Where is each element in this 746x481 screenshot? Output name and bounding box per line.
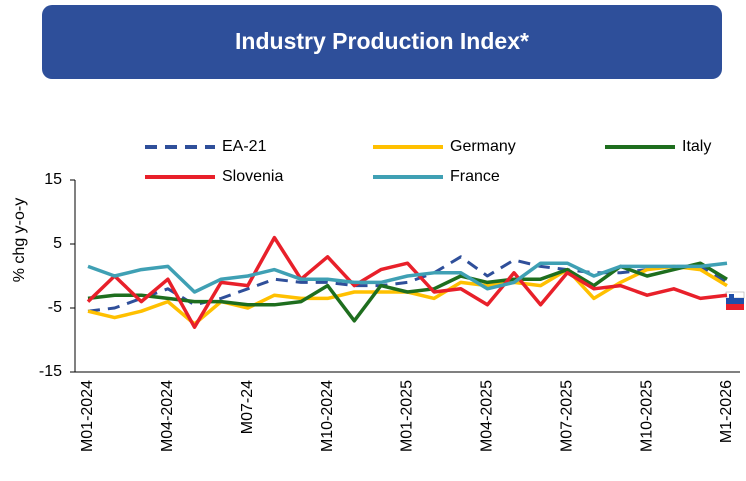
x-tick-label: M10-2024 <box>319 380 336 452</box>
y-tick-label: -15 <box>39 363 62 380</box>
line-0 <box>87 255 728 313</box>
title-box <box>42 5 722 79</box>
legend-label: EA-21 <box>222 138 267 155</box>
chart-title: Industry Production Index* <box>235 28 529 54</box>
x-tick-label: M01-2024 <box>79 380 96 452</box>
legend-label: Italy <box>682 138 711 155</box>
x-tick-label: M10-2025 <box>638 380 655 452</box>
x-tick-label: M01-2025 <box>399 380 416 452</box>
y-tick-label: 15 <box>44 171 62 188</box>
line-3 <box>86 235 728 329</box>
flag <box>725 291 745 310</box>
x-tick-label: M1-2026 <box>718 380 735 443</box>
legend-label: Germany <box>450 138 516 155</box>
legend-label: France <box>450 168 500 185</box>
y-axis-label: % chg y-o-y <box>11 198 28 282</box>
x-tick-label: M07-24 <box>239 380 256 434</box>
legend-label: Slovenia <box>222 168 283 185</box>
y-tick-label: -5 <box>48 299 62 316</box>
x-tick-label: M07-2025 <box>558 380 575 452</box>
x-tick-label: M04-2025 <box>479 380 496 452</box>
line-4 <box>87 261 728 294</box>
x-tick-label: M04-2024 <box>159 380 176 452</box>
line-2 <box>87 261 728 323</box>
y-tick-label: 5 <box>53 235 62 252</box>
